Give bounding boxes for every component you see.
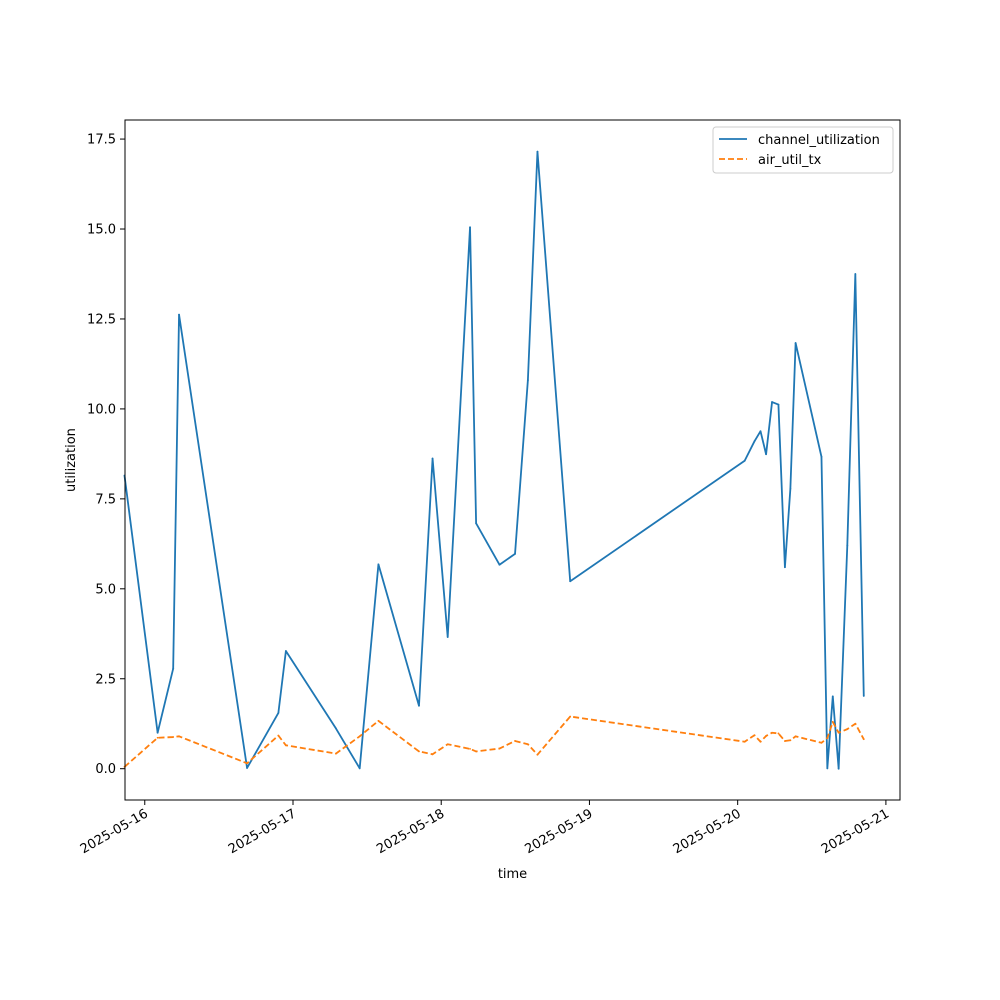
- data-point-air_util_tx: [771, 731, 773, 734]
- data-point-channel_utilization: [854, 273, 857, 275]
- data-point-channel_utilization: [820, 455, 823, 458]
- data-point-air_util_tx: [789, 739, 792, 742]
- data-point-channel_utilization: [846, 544, 849, 547]
- data-point-air_util_tx: [826, 737, 829, 740]
- legend-label: air_util_tx: [758, 153, 822, 168]
- series-layer: [123, 150, 865, 770]
- data-point-channel_utilization: [526, 379, 529, 382]
- data-point-channel_utilization: [498, 563, 501, 566]
- y-tick-label: 5.0: [95, 582, 116, 597]
- data-point-air_util_tx: [377, 719, 380, 722]
- data-point-air_util_tx: [335, 752, 337, 755]
- data-point-air_util_tx: [172, 736, 175, 738]
- data-point-air_util_tx: [431, 753, 434, 756]
- data-point-air_util_tx: [536, 753, 539, 756]
- data-point-air_util_tx: [846, 728, 849, 731]
- data-point-channel_utilization: [469, 226, 471, 229]
- series-line-air_util_tx: [123, 715, 865, 768]
- y-tick-label: 0.0: [95, 762, 116, 777]
- data-point-channel_utilization: [514, 553, 516, 555]
- y-tick-label: 12.5: [87, 312, 116, 327]
- data-point-air_util_tx: [862, 738, 865, 741]
- y-tick-label: 7.5: [95, 492, 116, 507]
- data-point-channel_utilization: [284, 650, 287, 652]
- data-point-channel_utilization: [358, 767, 361, 770]
- data-point-channel_utilization: [771, 401, 773, 403]
- y-tick-label: 17.5: [87, 133, 116, 148]
- data-point-channel_utilization: [335, 727, 337, 730]
- data-point-air_util_tx: [569, 715, 572, 718]
- data-point-channel_utilization: [246, 767, 248, 769]
- data-point-channel_utilization: [475, 522, 478, 525]
- x-axis-label: time: [498, 867, 527, 882]
- data-point-channel_utilization: [765, 453, 767, 456]
- data-point-channel_utilization: [431, 457, 434, 460]
- y-tick-label: 15.0: [87, 223, 116, 238]
- data-point-air_util_tx: [178, 735, 180, 738]
- data-point-channel_utilization: [862, 695, 865, 697]
- data-point-air_util_tx: [837, 731, 840, 734]
- y-tick-label: 2.5: [95, 672, 116, 687]
- data-point-channel_utilization: [743, 459, 746, 462]
- data-point-air_util_tx: [246, 762, 248, 765]
- data-point-air_util_tx: [498, 747, 501, 750]
- y-tick-label: 10.0: [87, 402, 116, 417]
- data-point-channel_utilization: [377, 563, 380, 566]
- data-point-air_util_tx: [514, 740, 516, 742]
- data-point-channel_utilization: [831, 695, 834, 698]
- data-point-air_util_tx: [475, 750, 478, 753]
- data-point-air_util_tx: [358, 735, 361, 738]
- data-point-channel_utilization: [178, 313, 180, 316]
- data-point-air_util_tx: [526, 743, 529, 746]
- data-point-air_util_tx: [418, 750, 420, 753]
- data-point-channel_utilization: [777, 403, 780, 406]
- data-point-air_util_tx: [820, 741, 823, 744]
- data-point-channel_utilization: [536, 150, 539, 153]
- data-point-air_util_tx: [469, 748, 471, 750]
- data-point-channel_utilization: [759, 430, 762, 433]
- plot-frame: [124, 119, 901, 801]
- data-point-air_util_tx: [446, 743, 449, 746]
- data-point-air_util_tx: [277, 734, 280, 737]
- legend-label: channel_utilization: [758, 133, 880, 148]
- data-point-air_util_tx: [784, 740, 786, 742]
- data-point-channel_utilization: [569, 580, 572, 583]
- data-point-air_util_tx: [156, 736, 159, 739]
- plot-area: [125, 120, 900, 800]
- series-line-channel_utilization: [123, 150, 865, 770]
- data-point-channel_utilization: [837, 767, 840, 770]
- legend: channel_utilization air_util_tx: [712, 126, 894, 174]
- data-point-channel_utilization: [794, 342, 797, 344]
- data-point-channel_utilization: [826, 767, 829, 770]
- data-point-channel_utilization: [784, 566, 786, 569]
- legend-box: [712, 126, 894, 174]
- data-point-air_util_tx: [765, 735, 767, 737]
- data-point-air_util_tx: [284, 744, 287, 747]
- data-point-air_util_tx: [753, 734, 756, 737]
- y-axis-label: utilization: [64, 428, 79, 492]
- data-point-channel_utilization: [172, 667, 175, 670]
- data-point-air_util_tx: [743, 740, 746, 743]
- y-axis: 0.0 2.5 5.0 7.5 10.0 12.5 15.0 17.5: [87, 133, 125, 777]
- data-point-air_util_tx: [831, 721, 834, 723]
- data-point-channel_utilization: [753, 440, 756, 443]
- data-point-air_util_tx: [854, 722, 857, 725]
- data-point-air_util_tx: [794, 735, 797, 738]
- data-point-air_util_tx: [777, 732, 780, 735]
- data-point-channel_utilization: [789, 487, 792, 490]
- data-point-channel_utilization: [277, 712, 280, 714]
- data-point-channel_utilization: [156, 731, 159, 734]
- data-point-channel_utilization: [446, 636, 449, 638]
- data-point-channel_utilization: [418, 704, 420, 707]
- data-point-air_util_tx: [759, 740, 762, 743]
